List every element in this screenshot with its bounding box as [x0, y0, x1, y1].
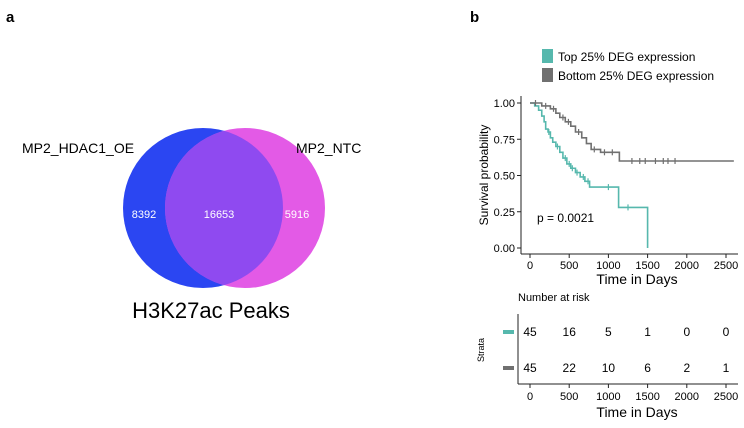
km-plot: 0.00 0.25 0.50 0.75 1.00 0 500 1000 1500 2000 250…: [477, 96, 738, 287]
venn-count-left-only: 8392: [132, 209, 156, 221]
km-x-tick-label: 500: [560, 260, 578, 272]
risk-table: Number at risk Strata 45 16 5 1 0 045 22 10 6 2 1 …: [476, 292, 738, 420]
km-x-tick-label: 2000: [675, 260, 699, 272]
risk-x-tick-label: 2500: [714, 391, 738, 403]
km-x-tick-label: 1000: [596, 260, 620, 272]
km-y-tick-label: 0.50: [494, 171, 515, 183]
risk-table-cell: 45: [523, 361, 537, 375]
km-y-axis-title: Survival probability: [477, 125, 491, 226]
venn-title: H3K27ac Peaks: [132, 298, 290, 323]
risk-table-cell: 1: [644, 325, 651, 339]
km-y-tick-label: 0.25: [494, 207, 515, 219]
risk-table-title: Number at risk: [518, 292, 590, 304]
risk-table-cell: 2: [683, 361, 690, 375]
legend-swatch-bottom25: [542, 68, 553, 82]
km-legend: Top 25% DEG expression Bottom 25% DEG ex…: [542, 49, 714, 83]
risk-x-tick-label: 1000: [596, 391, 620, 403]
risk-x-tick-label: 500: [560, 391, 578, 403]
risk-table-cell: 0: [683, 325, 690, 339]
risk-table-strata-label: Strata: [476, 338, 486, 362]
km-y-tick-label: 1.00: [494, 98, 515, 110]
risk-table-cell: 5: [605, 325, 612, 339]
km-y-tick-label: 0.75: [494, 134, 515, 146]
risk-x-tick-label: 1500: [635, 391, 659, 403]
legend-label-top25: Top 25% DEG expression: [558, 50, 695, 64]
venn-diagram: MP2_HDAC1_OE MP2_NTC 8392 16653 5916 H3K…: [22, 128, 361, 323]
venn-count-right-only: 5916: [285, 209, 309, 221]
venn-count-intersection: 16653: [204, 209, 235, 221]
km-x-tick-label: 1500: [635, 260, 659, 272]
strata-swatch-bottom25: [503, 366, 514, 370]
panel-label-b: b: [470, 9, 479, 26]
risk-table-cell: 1: [723, 361, 730, 375]
risk-table-cell: 6: [644, 361, 651, 375]
km-x-tick-label: 0: [527, 260, 533, 272]
risk-table-cell: 22: [563, 361, 577, 375]
km-y-tick-label: 0.00: [494, 243, 515, 255]
venn-set-label-ntc: MP2_NTC: [296, 140, 361, 156]
risk-x-tick-label: 0: [527, 391, 533, 403]
legend-label-bottom25: Bottom 25% DEG expression: [558, 69, 714, 83]
risk-table-cell: 0: [723, 325, 730, 339]
risk-x-tick-label: 2000: [675, 391, 699, 403]
risk-table-cell: 16: [563, 325, 577, 339]
panel-label-a: a: [6, 9, 15, 26]
risk-table-cell: 45: [523, 325, 537, 339]
km-curve-bottom25: [530, 102, 734, 162]
risk-table-x-axis-title: Time in Days: [596, 404, 677, 420]
km-x-axis-title: Time in Days: [596, 271, 677, 287]
km-curve-top25: [530, 102, 649, 248]
risk-table-cell: 10: [602, 361, 616, 375]
venn-set-label-hdac1-oe: MP2_HDAC1_OE: [22, 140, 134, 156]
km-pvalue: p = 0.0021: [537, 211, 594, 225]
legend-swatch-top25: [542, 49, 553, 63]
venn-overlap-region: [165, 130, 283, 286]
strata-swatch-top25: [503, 330, 514, 334]
km-x-tick-label: 2500: [714, 260, 738, 272]
